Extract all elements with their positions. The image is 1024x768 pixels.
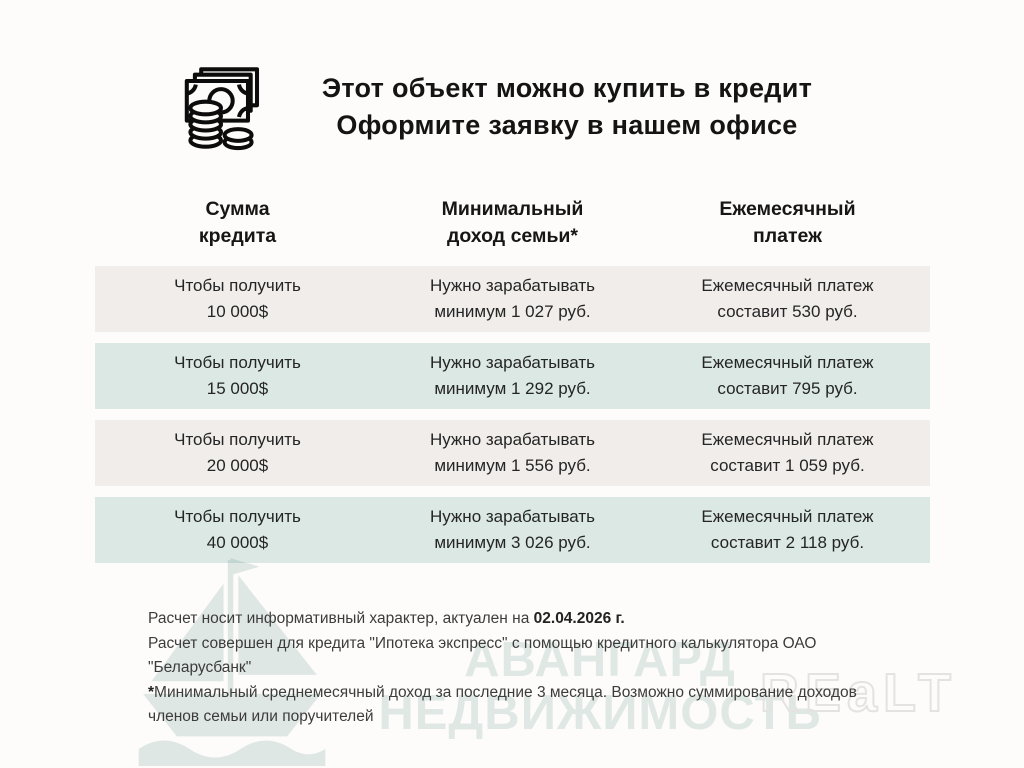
credit-table: Сумма кредита Минимальный доход семьи* Е… — [95, 196, 930, 574]
title-line-2: Оформите заявку в нашем офисе — [336, 110, 798, 140]
min-income-cell: Нужно зарабатывать минимум 3 026 руб. — [429, 507, 596, 552]
table-row: Чтобы получить 20 000$ Нужно зарабатывать… — [95, 420, 930, 486]
column-header-min-income: Минимальный доход семьи* — [441, 198, 584, 247]
min-income-cell: Нужно зарабатывать минимум 1 556 руб. — [429, 430, 596, 475]
footnote-calculator: Расчет совершен для кредита "Ипотека экс… — [148, 634, 817, 677]
page-title: Этот объект можно купить в кредит Оформи… — [110, 70, 1024, 144]
column-header-credit-sum: Сумма кредита — [198, 198, 277, 247]
table-row: Чтобы получить 10 000$ Нужно зарабатывать… — [95, 266, 930, 332]
monthly-payment-cell: Ежемесячный платеж составит 1 059 руб. — [701, 430, 874, 475]
monthly-payment-cell: Ежемесячный платеж составит 2 118 руб. — [701, 507, 874, 552]
column-header-monthly-payment: Ежемесячный платеж — [719, 198, 856, 247]
footnote-income-note: *Минимальный среднемесячный доход за пос… — [148, 683, 857, 726]
monthly-payment-cell: Ежемесячный платеж составит 795 руб. — [701, 353, 874, 398]
money-icon — [184, 67, 260, 151]
table-row: Чтобы получить 15 000$ Нужно зарабатывать… — [95, 343, 930, 409]
credit-amount-cell: Чтобы получить 40 000$ — [174, 507, 301, 552]
table-row: Чтобы получить 40 000$ Нужно зарабатывать… — [95, 497, 930, 563]
credit-amount-cell: Чтобы получить 15 000$ — [174, 353, 301, 398]
agency-watermark: АВАНГАРД НЕДВИЖИМОСТЬ — [378, 633, 822, 740]
realt-watermark: REaLT — [759, 662, 958, 724]
footnote-validity: Расчет носит информативный характер, акт… — [148, 610, 625, 627]
title-line-1: Этот объект можно купить в кредит — [321, 73, 813, 103]
credit-amount-cell: Чтобы получить 10 000$ — [174, 276, 301, 321]
min-income-cell: Нужно зарабатывать минимум 1 027 руб. — [429, 276, 596, 321]
sailboat-watermark-icon — [138, 558, 326, 766]
min-income-cell: Нужно зарабатывать минимум 1 292 руб. — [429, 353, 596, 398]
monthly-payment-cell: Ежемесячный платеж составит 530 руб. — [701, 276, 874, 321]
table-header-row: Сумма кредита Минимальный доход семьи* Е… — [95, 196, 930, 250]
credit-amount-cell: Чтобы получить 20 000$ — [174, 430, 301, 475]
footnotes: Расчет носит информативный характер, акт… — [148, 607, 888, 730]
